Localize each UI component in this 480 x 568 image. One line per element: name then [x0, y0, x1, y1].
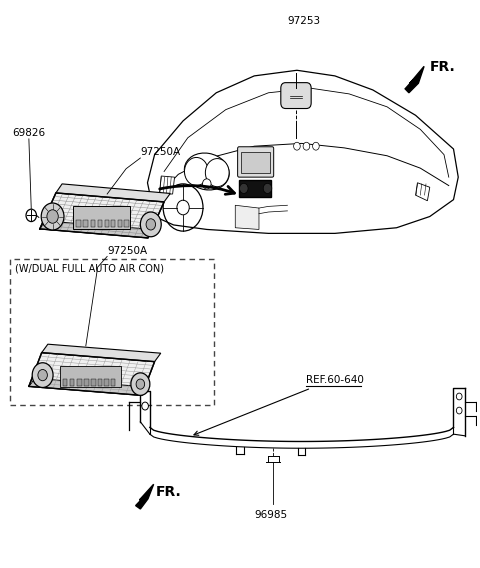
Polygon shape: [56, 184, 170, 202]
Bar: [97, 379, 102, 386]
Circle shape: [131, 373, 150, 395]
Polygon shape: [29, 378, 148, 395]
Bar: [97, 220, 102, 227]
Bar: [84, 379, 89, 386]
Circle shape: [47, 210, 58, 223]
Circle shape: [38, 370, 48, 381]
Bar: [105, 220, 109, 227]
Bar: [239, 180, 271, 197]
Polygon shape: [159, 176, 175, 194]
Bar: [77, 379, 82, 386]
Circle shape: [263, 183, 272, 194]
Bar: [104, 379, 108, 386]
Bar: [124, 220, 129, 227]
Bar: [10, 258, 214, 405]
Circle shape: [184, 157, 208, 186]
Bar: [73, 206, 130, 229]
Text: 96985: 96985: [254, 510, 288, 520]
Bar: [76, 220, 81, 227]
Circle shape: [32, 363, 53, 387]
Text: 97250A: 97250A: [140, 148, 180, 157]
Circle shape: [142, 402, 148, 410]
Text: 97250A: 97250A: [107, 246, 147, 256]
Bar: [241, 152, 270, 173]
Circle shape: [240, 183, 248, 194]
Circle shape: [456, 407, 462, 414]
FancyBboxPatch shape: [238, 147, 274, 177]
Circle shape: [41, 203, 64, 230]
Bar: [70, 379, 74, 386]
Polygon shape: [29, 353, 155, 395]
Ellipse shape: [184, 153, 229, 190]
Polygon shape: [235, 205, 259, 229]
Circle shape: [136, 379, 144, 389]
Text: FR.: FR.: [156, 485, 182, 499]
Bar: [118, 220, 122, 227]
Polygon shape: [405, 66, 424, 93]
Text: 97253: 97253: [288, 16, 321, 26]
FancyBboxPatch shape: [281, 83, 311, 108]
Text: REF.60-640: REF.60-640: [306, 375, 364, 385]
Polygon shape: [40, 221, 154, 238]
Text: FR.: FR.: [430, 60, 456, 74]
Polygon shape: [40, 193, 164, 238]
Circle shape: [205, 158, 229, 187]
Bar: [91, 220, 95, 227]
Bar: [111, 379, 115, 386]
Circle shape: [146, 219, 156, 230]
Bar: [111, 220, 115, 227]
Circle shape: [312, 142, 319, 150]
Bar: [60, 366, 121, 387]
Bar: [84, 220, 88, 227]
Circle shape: [303, 142, 310, 150]
Circle shape: [294, 142, 300, 150]
Text: (W/DUAL FULL AUTO AIR CON): (W/DUAL FULL AUTO AIR CON): [14, 263, 164, 273]
Circle shape: [140, 212, 161, 237]
Circle shape: [26, 209, 36, 222]
Circle shape: [203, 179, 211, 189]
Polygon shape: [136, 485, 154, 509]
Bar: [63, 379, 67, 386]
Polygon shape: [416, 183, 430, 201]
Text: 69826: 69826: [12, 128, 46, 138]
Polygon shape: [42, 344, 161, 362]
Bar: [92, 379, 96, 386]
Circle shape: [456, 393, 462, 400]
